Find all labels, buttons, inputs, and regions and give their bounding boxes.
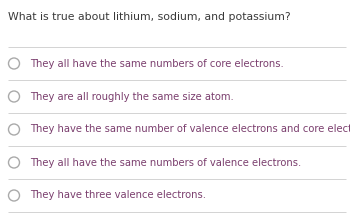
Text: They have the same number of valence electrons and core electrons.: They have the same number of valence ele… <box>30 125 350 135</box>
Text: They all have the same numbers of valence electrons.: They all have the same numbers of valenc… <box>30 158 301 168</box>
Text: They all have the same numbers of core electrons.: They all have the same numbers of core e… <box>30 58 284 68</box>
Text: They have three valence electrons.: They have three valence electrons. <box>30 190 206 201</box>
Text: What is true about lithium, sodium, and potassium?: What is true about lithium, sodium, and … <box>8 12 290 22</box>
Text: They are all roughly the same size atom.: They are all roughly the same size atom. <box>30 92 234 101</box>
